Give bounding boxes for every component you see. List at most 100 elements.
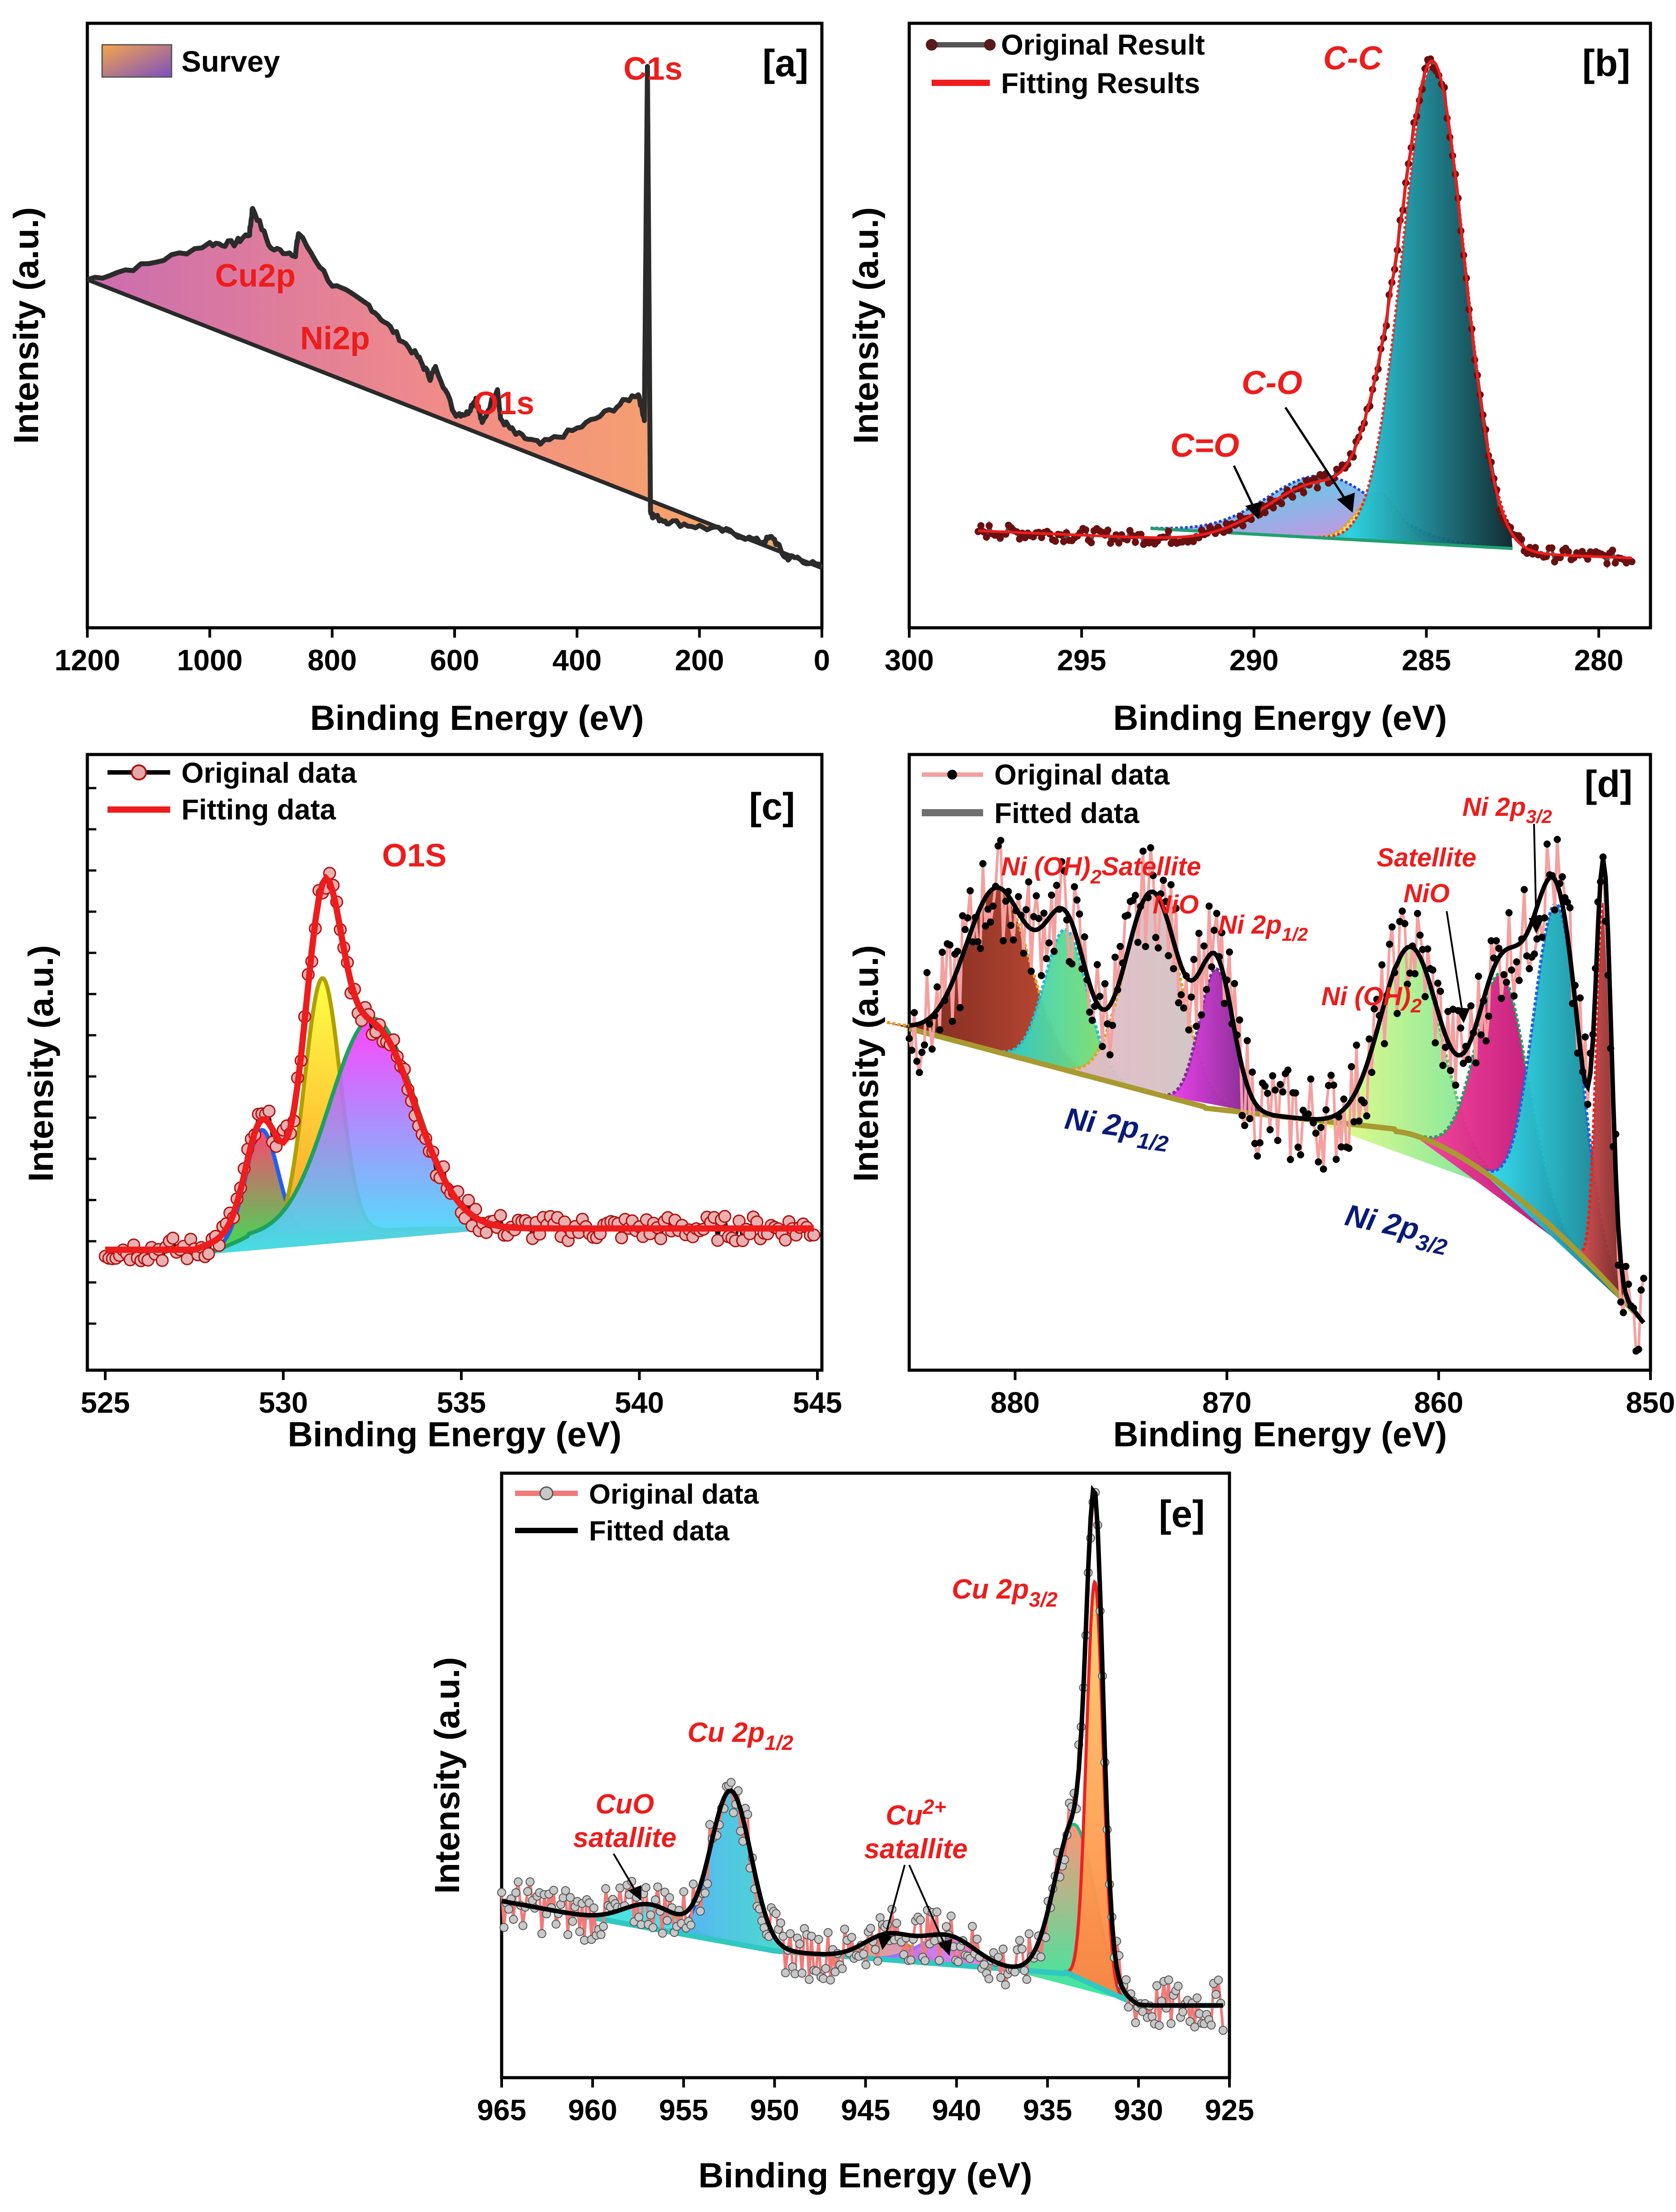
d-original-point <box>1465 1056 1472 1063</box>
panel-a-ylabel: Intensity (a.u.) <box>6 207 46 444</box>
panel-e-cuo-arrowhead <box>628 1885 641 1901</box>
d-original-point <box>1337 1143 1345 1151</box>
panel-e-ylabel: Intensity (a.u.) <box>427 1657 467 1894</box>
d-original-point <box>1076 910 1083 918</box>
d-original-point <box>1045 939 1053 947</box>
panel-e-cu2plus-arrow-1 <box>884 1865 906 1939</box>
e-original-point <box>840 1925 849 1934</box>
d-original-point <box>1002 897 1010 905</box>
panel-d-base-ni2p12-label: Ni 2p1/2 <box>1062 1102 1172 1157</box>
panel-e-xtick-label: 935 <box>1023 2093 1072 2126</box>
survey-baseline <box>86 278 823 570</box>
panel-c-xlabel: Binding Energy (eV) <box>288 1415 621 1454</box>
c-original-point <box>262 1104 276 1118</box>
e-original-point <box>1211 1990 1220 1999</box>
e-original-point <box>1166 2019 1176 2028</box>
panel-c-xtick-label: 525 <box>81 1386 130 1419</box>
panel-c-ylabel: Intensity (a.u.) <box>21 945 60 1182</box>
panel-a-xtick-label: 1200 <box>55 643 120 677</box>
e-original-point <box>662 1916 672 1925</box>
panel-d-legend-fitted: Fitted data <box>994 797 1139 829</box>
panel-d-nioh-label: Ni (OH)2 <box>1321 982 1422 1017</box>
panel-b-xtick-label: 290 <box>1229 643 1279 677</box>
b-original-point <box>1131 539 1139 546</box>
d-original-point <box>987 918 994 926</box>
d-original-point <box>1208 963 1216 971</box>
d-original-point <box>1411 970 1419 977</box>
e-original-point <box>705 1820 714 1829</box>
d-original-point <box>1287 1156 1294 1163</box>
d-original-point <box>1498 995 1505 1002</box>
panel-b-legend-original: Original Result <box>1001 29 1205 61</box>
e-original-point <box>1024 1929 1034 1938</box>
d-original-point <box>1162 898 1170 905</box>
c-fitting-line <box>105 873 814 1253</box>
e-original-point <box>729 1808 738 1818</box>
panel-e-xtick-label: 925 <box>1205 2093 1254 2126</box>
d-original-point <box>1363 1112 1371 1120</box>
e-original-point <box>646 1910 655 1920</box>
e-original-point <box>814 1935 823 1944</box>
b-original-point <box>1016 535 1023 543</box>
panel-e-plot <box>497 1484 1228 2035</box>
d-original-point <box>1327 1072 1335 1079</box>
d-original-point <box>1023 906 1030 913</box>
e-original-point <box>786 1929 795 1938</box>
panel-d-xtick-label: 860 <box>1414 1386 1463 1419</box>
panel-e-xtick-label: 945 <box>841 2093 890 2126</box>
panel-a-xtick-label: 600 <box>430 643 479 677</box>
panel-a-legend-survey: Survey <box>181 45 280 78</box>
e-original-point <box>653 1882 662 1892</box>
d-peak-2-area <box>1056 892 1249 1113</box>
e-original-point <box>1218 2026 1228 2035</box>
b-original-point <box>1289 493 1296 501</box>
d-original-point <box>1048 892 1055 899</box>
e-fitted-line <box>501 1484 1223 2008</box>
panel-e-xtick-label: 955 <box>659 2093 708 2126</box>
e-original-point <box>932 1907 941 1916</box>
d-original-point <box>1086 1008 1093 1016</box>
d-original-point <box>954 947 961 955</box>
b-original-point <box>1165 527 1172 535</box>
panel-e-xtick-label: 960 <box>568 2093 617 2126</box>
d-original-point <box>964 914 971 922</box>
d-original-point <box>1485 1012 1492 1020</box>
e-original-point <box>776 1918 786 1928</box>
d-original-point <box>1312 1129 1319 1137</box>
e-original-point <box>525 1877 535 1886</box>
d-original-point <box>1304 1110 1312 1118</box>
panel-b-legend-dot-2 <box>984 39 996 51</box>
c-original-point <box>166 1231 180 1245</box>
d-original-point <box>1007 922 1014 929</box>
b-original-point <box>1082 526 1090 534</box>
d-original-point <box>1353 1042 1360 1049</box>
panel-a-xtick-label: 200 <box>675 643 724 677</box>
d-original-point <box>1515 977 1523 984</box>
c-original-point <box>778 1233 792 1247</box>
d-original-point <box>1180 1004 1187 1012</box>
d-original-point <box>1622 1263 1630 1270</box>
d-original-point <box>1142 943 1149 950</box>
e-original-point <box>665 1893 674 1902</box>
d-original-point <box>1256 1139 1264 1147</box>
e-original-point <box>804 1975 814 1984</box>
b-original-point <box>1269 504 1277 512</box>
d-original-point <box>1414 910 1421 917</box>
e-original-point <box>838 1964 847 1973</box>
e-original-point <box>599 1922 608 1931</box>
d-original-point <box>1081 933 1088 941</box>
e-original-point <box>954 1957 963 1967</box>
d-original-point <box>982 922 989 930</box>
e-original-point <box>551 1920 561 1929</box>
d-original-point <box>1581 1033 1589 1041</box>
panel-c-xtick-label: 530 <box>258 1386 308 1419</box>
d-original-point <box>1111 953 1119 961</box>
e-original-point <box>523 1887 533 1896</box>
b-original-point <box>1052 537 1059 545</box>
d-original-point <box>1398 907 1406 915</box>
survey-line <box>86 64 824 570</box>
d-original-point <box>1043 955 1050 962</box>
panel-d-legend-original: Original data <box>994 759 1170 791</box>
d-original-point <box>1203 986 1210 993</box>
d-original-point <box>1442 1043 1449 1051</box>
